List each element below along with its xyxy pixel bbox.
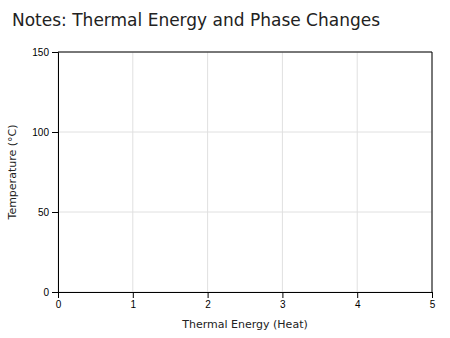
tick: 5 <box>430 292 436 310</box>
tick-label: 3 <box>280 299 286 310</box>
tick: 0 <box>56 292 62 310</box>
tick-mark <box>282 292 283 298</box>
y-axis-label: Temperature (°C) <box>6 125 19 221</box>
grid-line <box>58 132 432 133</box>
tick-mark <box>208 292 209 298</box>
tick-mark <box>52 212 58 213</box>
tick-label: 50 <box>38 207 50 218</box>
grid-line <box>207 52 208 292</box>
tick-label: 0 <box>56 299 62 310</box>
frame <box>58 52 432 53</box>
tick: 0 <box>43 287 58 298</box>
tick-label: 0 <box>43 287 49 298</box>
x-axis-label: Thermal Energy (Heat) <box>181 318 307 331</box>
grid-line <box>58 212 432 213</box>
tick-label: 5 <box>430 299 436 310</box>
y-axis: 0 50 100 150 <box>32 47 58 298</box>
tick: 2 <box>205 292 211 310</box>
tick-mark <box>133 292 134 298</box>
tick-mark <box>432 292 433 298</box>
grid-line <box>58 52 432 53</box>
grid-line <box>282 52 283 292</box>
grid-line <box>357 52 358 292</box>
grid-line <box>432 52 433 292</box>
tick: 150 <box>32 47 58 58</box>
grid-line <box>132 52 133 292</box>
tick: 4 <box>355 292 361 310</box>
tick-label: 100 <box>32 127 49 138</box>
axis-line <box>59 293 433 299</box>
tick: 50 <box>38 207 58 218</box>
grid <box>58 52 432 292</box>
tick-label: 1 <box>131 299 137 310</box>
tick-mark <box>357 292 358 298</box>
tick-label: 2 <box>205 299 211 310</box>
x-axis: 0 1 2 3 4 5 <box>56 292 436 310</box>
title: Notes: Thermal Energy and Phase Changes <box>12 10 380 30</box>
tick: 1 <box>131 292 137 310</box>
chart: Notes: Thermal Energy and Phase Changes 0… <box>0 0 450 338</box>
tick: 3 <box>280 292 286 310</box>
tick-mark <box>52 292 58 293</box>
tick-mark <box>52 132 58 133</box>
tick-mark <box>52 52 58 53</box>
tick: 100 <box>32 127 58 138</box>
plot: 012345050100150 <box>32 47 435 310</box>
tick-label: 150 <box>32 47 49 58</box>
tick-label: 4 <box>355 299 361 310</box>
axis-line <box>52 53 59 293</box>
frame <box>432 52 433 292</box>
